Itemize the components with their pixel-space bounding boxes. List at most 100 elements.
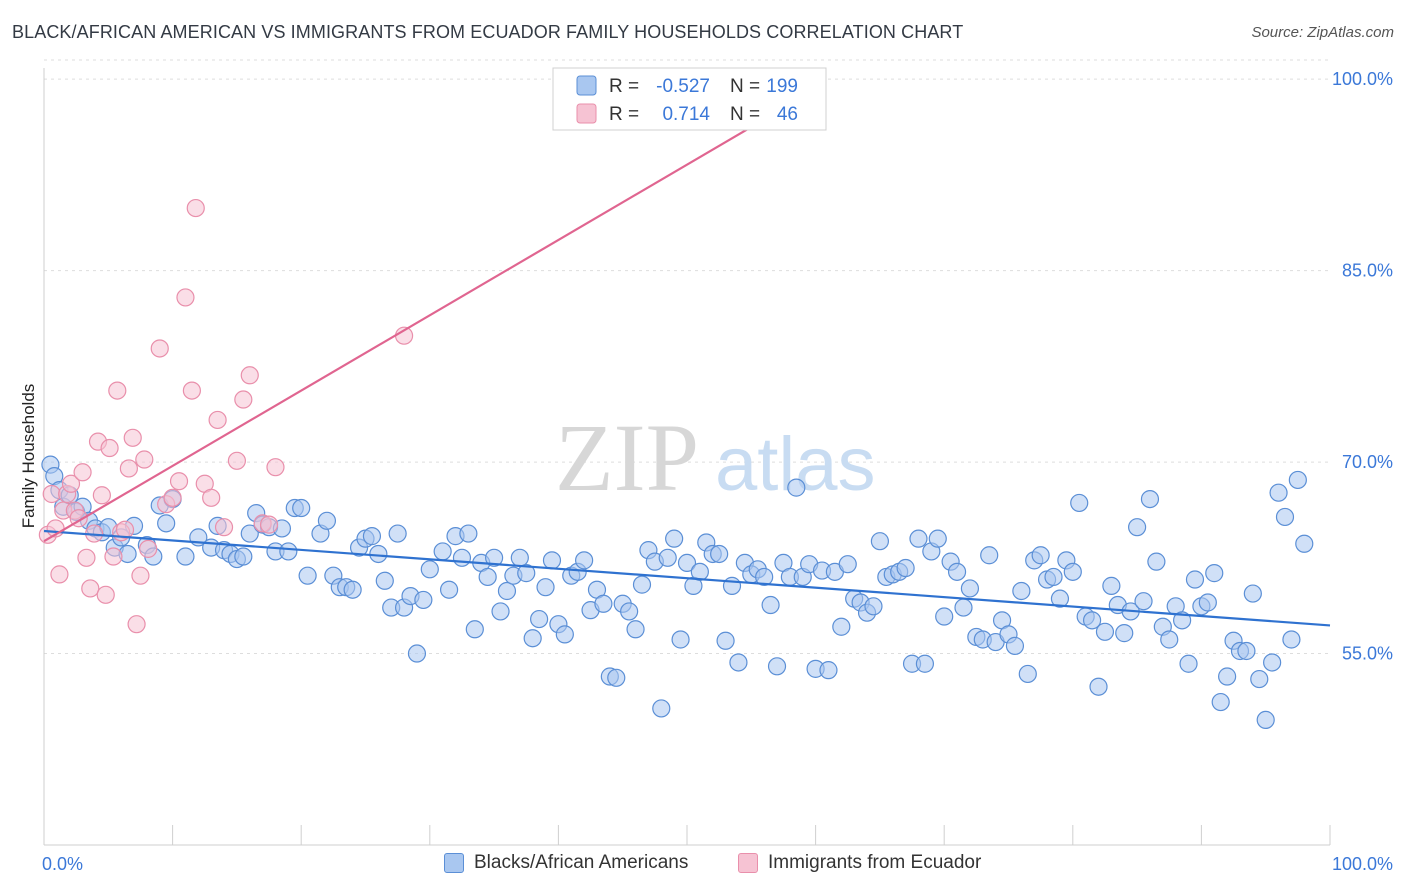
data-point-ecuador bbox=[50, 565, 69, 584]
legend-swatch-blue-bottom bbox=[444, 853, 464, 873]
data-point-blacks bbox=[536, 578, 555, 597]
data-point-blacks bbox=[1218, 667, 1237, 686]
data-point-blacks bbox=[909, 529, 928, 548]
data-point-blacks bbox=[928, 529, 947, 548]
data-point-blacks bbox=[1070, 493, 1089, 513]
data-point-blacks bbox=[279, 542, 298, 561]
data-point-blacks bbox=[665, 529, 684, 548]
legend-label-ecuador: Immigrants from Ecuador bbox=[768, 852, 982, 873]
data-point-ecuador bbox=[214, 518, 234, 537]
legend-r-label-pink: R = bbox=[609, 104, 639, 125]
data-point-blacks bbox=[1173, 611, 1192, 630]
data-point-ecuador bbox=[163, 488, 182, 507]
legend-n-value-blue: 199 bbox=[766, 76, 798, 97]
data-point-blacks bbox=[819, 661, 838, 680]
data-point-ecuador bbox=[92, 486, 111, 505]
data-point-blacks bbox=[542, 551, 562, 570]
data-point-blacks bbox=[1185, 570, 1205, 589]
data-point-blacks bbox=[864, 597, 883, 616]
legend-r-value-pink: 0.714 bbox=[662, 104, 710, 125]
data-point-blacks bbox=[1237, 641, 1256, 661]
data-point-blacks bbox=[935, 607, 954, 626]
data-point-ecuador bbox=[42, 484, 61, 504]
trend-line-ecuador bbox=[43, 88, 817, 543]
data-point-blacks bbox=[1140, 489, 1160, 509]
data-point-ecuador bbox=[100, 438, 119, 458]
data-point-blacks bbox=[1050, 589, 1070, 608]
data-point-blacks bbox=[710, 544, 729, 564]
data-point-blacks bbox=[980, 546, 999, 565]
data-point-blacks bbox=[1147, 552, 1166, 571]
data-point-blacks bbox=[439, 580, 459, 599]
data-point-ecuador bbox=[240, 366, 259, 385]
data-point-blacks bbox=[510, 548, 529, 567]
data-point-blacks bbox=[1095, 622, 1115, 641]
data-point-blacks bbox=[459, 524, 478, 543]
data-point-blacks bbox=[555, 625, 574, 644]
watermark-zip: ZIP bbox=[555, 404, 699, 511]
data-point-blacks bbox=[298, 566, 317, 585]
trend-line-blacks bbox=[43, 529, 1331, 627]
data-point-ecuador bbox=[186, 198, 205, 218]
data-point-blacks bbox=[343, 580, 362, 599]
legend-n-label-blue: N = bbox=[730, 76, 760, 97]
y-tick-label: 70.0% bbox=[1342, 452, 1393, 472]
data-point-blacks bbox=[157, 514, 176, 533]
data-point-ecuador bbox=[119, 459, 138, 478]
source-credit: Source: ZipAtlas.com bbox=[1251, 24, 1394, 41]
data-point-blacks bbox=[362, 527, 382, 546]
data-point-blacks bbox=[787, 478, 806, 497]
data-point-blacks bbox=[465, 620, 484, 639]
data-point-blacks bbox=[1295, 534, 1314, 553]
data-point-blacks bbox=[626, 620, 645, 639]
data-point-ecuador bbox=[73, 463, 92, 482]
data-point-blacks bbox=[716, 631, 735, 650]
data-point-blacks bbox=[433, 542, 452, 561]
legend-r-value-blue: -0.527 bbox=[656, 76, 710, 97]
legend-n-value-pink: 46 bbox=[777, 104, 798, 125]
data-point-blacks bbox=[658, 548, 677, 567]
data-point-blacks bbox=[1179, 654, 1198, 673]
legend-n-label-pink: N = bbox=[730, 104, 760, 125]
data-point-blacks bbox=[530, 609, 549, 629]
data-point-blacks bbox=[1243, 584, 1262, 603]
data-point-ecuador bbox=[61, 474, 81, 493]
data-point-ecuador bbox=[266, 458, 285, 477]
data-point-blacks bbox=[1269, 483, 1288, 502]
data-point-ecuador bbox=[176, 288, 195, 307]
data-point-blacks bbox=[896, 558, 915, 578]
data-point-blacks bbox=[575, 551, 594, 570]
data-point-blacks bbox=[767, 657, 787, 676]
legend-swatch-blue bbox=[576, 75, 597, 96]
legend-label-blacks: Blacks/African Americans bbox=[474, 852, 689, 873]
data-point-blacks bbox=[947, 562, 967, 581]
data-point-ecuador bbox=[108, 381, 127, 400]
legend-swatch-pink bbox=[576, 103, 597, 124]
data-point-blacks bbox=[954, 598, 973, 617]
data-point-blacks bbox=[1063, 562, 1082, 581]
data-point-blacks bbox=[755, 567, 774, 587]
data-point-ecuador bbox=[169, 472, 189, 491]
data-point-blacks bbox=[452, 548, 472, 567]
data-point-ecuador bbox=[135, 450, 154, 469]
data-point-blacks bbox=[1127, 518, 1147, 537]
legend-item-blacks: Blacks/African Americans bbox=[444, 852, 688, 874]
data-point-blacks bbox=[1288, 470, 1307, 490]
data-point-blacks bbox=[491, 602, 510, 621]
data-point-blacks bbox=[517, 564, 536, 583]
data-point-blacks bbox=[414, 590, 433, 610]
data-point-blacks bbox=[1198, 593, 1217, 612]
data-point-ecuador bbox=[150, 339, 169, 358]
data-point-ecuador bbox=[208, 410, 227, 430]
data-point-blacks bbox=[1005, 636, 1025, 655]
data-point-ecuador bbox=[123, 428, 142, 447]
data-point-blacks bbox=[620, 602, 639, 621]
data-point-blacks bbox=[1115, 624, 1134, 643]
data-point-blacks bbox=[292, 498, 311, 518]
data-point-ecuador bbox=[227, 451, 246, 470]
data-point-blacks bbox=[1211, 692, 1230, 712]
data-point-blacks bbox=[1012, 581, 1031, 601]
data-point-blacks bbox=[234, 547, 253, 566]
data-point-blacks bbox=[1134, 592, 1153, 611]
data-point-blacks bbox=[478, 567, 497, 587]
